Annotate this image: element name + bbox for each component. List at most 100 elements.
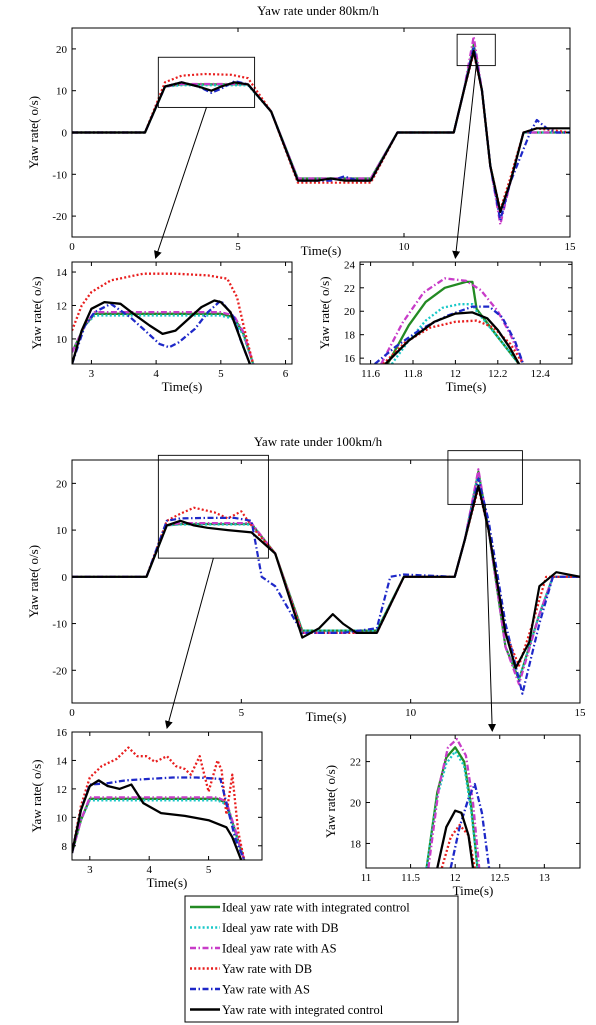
title-100: Yaw rate under 100km/h (254, 434, 383, 449)
series-line-ideal_as (380, 277, 525, 364)
series-line-ideal_as (72, 468, 580, 686)
series-lines (72, 468, 580, 695)
series-line-ideal_as (72, 796, 246, 860)
legend: Ideal yaw rate with integrated control Id… (184, 895, 459, 1023)
x-tick-label: 12.4 (531, 368, 551, 380)
series-line-integrated (72, 484, 580, 670)
y-tick-label: 18 (350, 838, 362, 850)
x-axis-label: Time(s) (306, 709, 347, 724)
x-tick-label: 10 (399, 241, 411, 253)
series-line-as (72, 299, 251, 364)
legend-label-ideal_integrated: Ideal yaw rate with integrated control (222, 901, 410, 915)
legend-label-db: Yaw rate with DB (222, 962, 312, 976)
x-tick-label: 4 (146, 864, 152, 876)
series-line-ideal_as (427, 737, 481, 868)
axes-frame (71, 459, 581, 704)
y-tick-label: 20 (56, 44, 68, 56)
x-tick-label: 11.6 (361, 368, 380, 380)
x-tick-label: 3 (87, 864, 93, 876)
series-line-integrated (436, 809, 475, 868)
callout-arrow (154, 107, 207, 259)
y-tick-label: 12 (56, 300, 67, 312)
series-line-integrated (72, 49, 570, 213)
y-tick-label: 22 (350, 757, 361, 769)
x-tick-label: 0 (69, 241, 75, 253)
x-tick-label: 5 (235, 241, 241, 253)
plot-area (72, 732, 262, 860)
axes-frame (365, 734, 581, 869)
x-tick-label: 13 (539, 872, 551, 884)
legend-label-ideal_db: Ideal yaw rate with DB (222, 921, 339, 935)
x-axis-label: Time(s) (446, 379, 487, 394)
x-tick-label: 11 (361, 872, 372, 884)
x-tick-label: 12.2 (488, 368, 507, 380)
plot-zoom100b: 11 11.5 12 12.5 13 18 20 22 Time(s) Yaw rate( o/s… (323, 734, 581, 898)
series-line-integrated (72, 779, 243, 860)
y-tick-label: 0 (62, 572, 68, 584)
series-line-as (374, 305, 525, 364)
plot-zoom100a: 3 4 5 8 10 12 14 16 Time(s) Yaw rate( o/s) (29, 727, 263, 890)
series-line-integrated (72, 299, 251, 364)
series-line-ideal_db (390, 303, 520, 364)
plot-zoom80a: 3 4 5 6 10 12 14 Time(s) Yaw rate( o/s) (29, 261, 293, 394)
y-tick-label: 10 (56, 525, 68, 537)
y-tick-label: 16 (344, 353, 356, 365)
series-lines (72, 35, 570, 226)
zoom-region-box (157, 454, 269, 559)
legend-box (184, 895, 459, 1023)
y-tick-label: 12 (56, 784, 67, 796)
y-axis-label: Yaw rate( o/s) (29, 759, 44, 832)
series-lines (72, 272, 255, 364)
y-axis-label: Yaw rate( o/s) (323, 765, 338, 838)
legend-label-as: Yaw rate with AS (222, 983, 310, 997)
y-tick-label: 20 (350, 798, 362, 810)
series-line-integrated (384, 311, 521, 364)
plot-main100: 0 5 10 15 -20 -10 0 10 20 Time(s) Yaw rate( o/s) (26, 450, 587, 724)
y-tick-label: -20 (52, 665, 67, 677)
x-tick-label: 5 (218, 368, 224, 380)
x-axis-label: Time(s) (162, 379, 203, 394)
x-tick-label: 11.8 (404, 368, 423, 380)
x-tick-label: 12.5 (490, 872, 510, 884)
x-axis-label: Time(s) (453, 883, 494, 898)
y-axis-label: Yaw rate( o/s) (26, 96, 41, 169)
y-tick-label: 14 (56, 267, 68, 279)
series-lines (425, 737, 491, 868)
y-axis-label: Yaw rate( o/s) (29, 276, 44, 349)
y-tick-label: 10 (56, 812, 68, 824)
y-tick-label: -20 (52, 211, 67, 223)
axes-frame (71, 261, 293, 365)
x-tick-label: 5 (239, 707, 245, 719)
series-line-db (72, 272, 255, 364)
x-axis-label: Time(s) (301, 243, 342, 258)
plot-area (366, 735, 580, 868)
series-line-db (72, 52, 570, 211)
x-tick-label: 5 (206, 864, 212, 876)
callout-arrow (452, 65, 477, 259)
y-tick-label: 14 (56, 755, 68, 767)
legend-label-integrated: Yaw rate with integrated control (222, 1003, 384, 1017)
x-tick-label: 15 (565, 241, 577, 253)
series-lines (374, 277, 525, 364)
plot-main80: 0 5 10 15 -20 -10 0 10 20 Time(s) Yaw rate( o/s) (26, 27, 577, 258)
legend-label-ideal_as: Ideal yaw rate with AS (222, 942, 337, 956)
x-tick-label: 15 (575, 707, 587, 719)
callout-arrow (164, 558, 214, 729)
plot-area (72, 460, 580, 703)
y-axis-label: Yaw rate( o/s) (26, 545, 41, 618)
x-tick-label: 12 (450, 368, 461, 380)
x-tick-label: 11.5 (401, 872, 420, 884)
x-tick-label: 10 (405, 707, 417, 719)
plot-zoom80b: 11.6 11.8 12 12.2 12.4 16 18 20 22 24 Time(s) Yaw r… (317, 259, 573, 394)
series-line-as (449, 782, 491, 868)
callout-arrow (484, 504, 497, 732)
y-tick-label: 16 (56, 727, 68, 739)
callout-arrows (154, 65, 497, 732)
x-tick-label: 6 (283, 368, 289, 380)
y-tick-label: -10 (52, 169, 67, 181)
y-tick-label: 20 (344, 306, 356, 318)
x-tick-label: 12 (450, 872, 461, 884)
series-line-db (72, 746, 246, 860)
y-tick-label: 22 (344, 283, 355, 295)
